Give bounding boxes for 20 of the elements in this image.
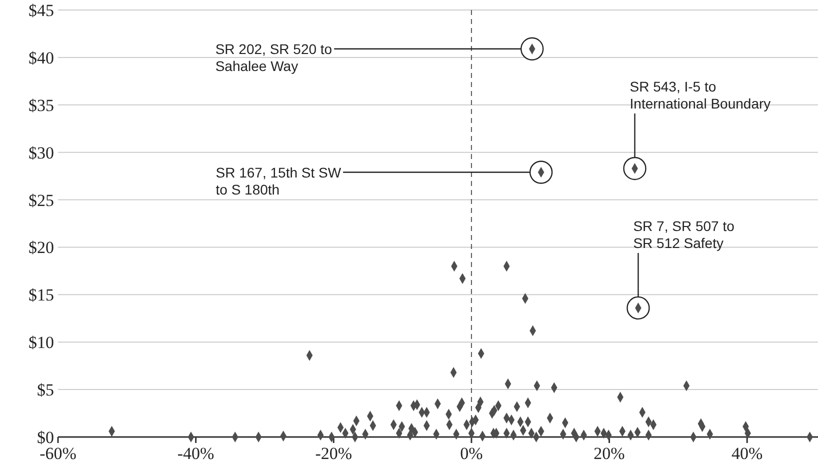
y-tick-label: $5	[37, 380, 54, 400]
annotation: SR 543, I-5 to International Boundary	[630, 78, 771, 112]
x-tick-label: 40%	[732, 444, 763, 463]
y-tick-label: $25	[28, 190, 54, 210]
x-tick-label: 0%	[460, 444, 483, 463]
y-tick-label: $35	[28, 96, 54, 115]
y-tick-label: $10	[28, 333, 54, 352]
y-tick-label: $0	[37, 428, 54, 447]
y-tick-label: $30	[28, 143, 54, 162]
annotation: SR 7, SR 507 to SR 512 Safety	[633, 218, 735, 251]
y-tick-label: $45	[28, 1, 54, 20]
annotation: SR 167, 15th St SW to S 180th	[216, 164, 342, 198]
x-tick-label: -20%	[315, 444, 352, 463]
x-tick-label: 20%	[594, 444, 625, 463]
x-tick-label: -40%	[177, 444, 214, 463]
y-tick-label: $40	[28, 48, 54, 68]
annotation: SR 202, SR 520 to Sahalee Way	[215, 40, 332, 74]
x-tick-label: -60%	[40, 444, 76, 463]
y-tick-label: $20	[28, 238, 54, 258]
y-tick-label: $15	[28, 286, 54, 305]
